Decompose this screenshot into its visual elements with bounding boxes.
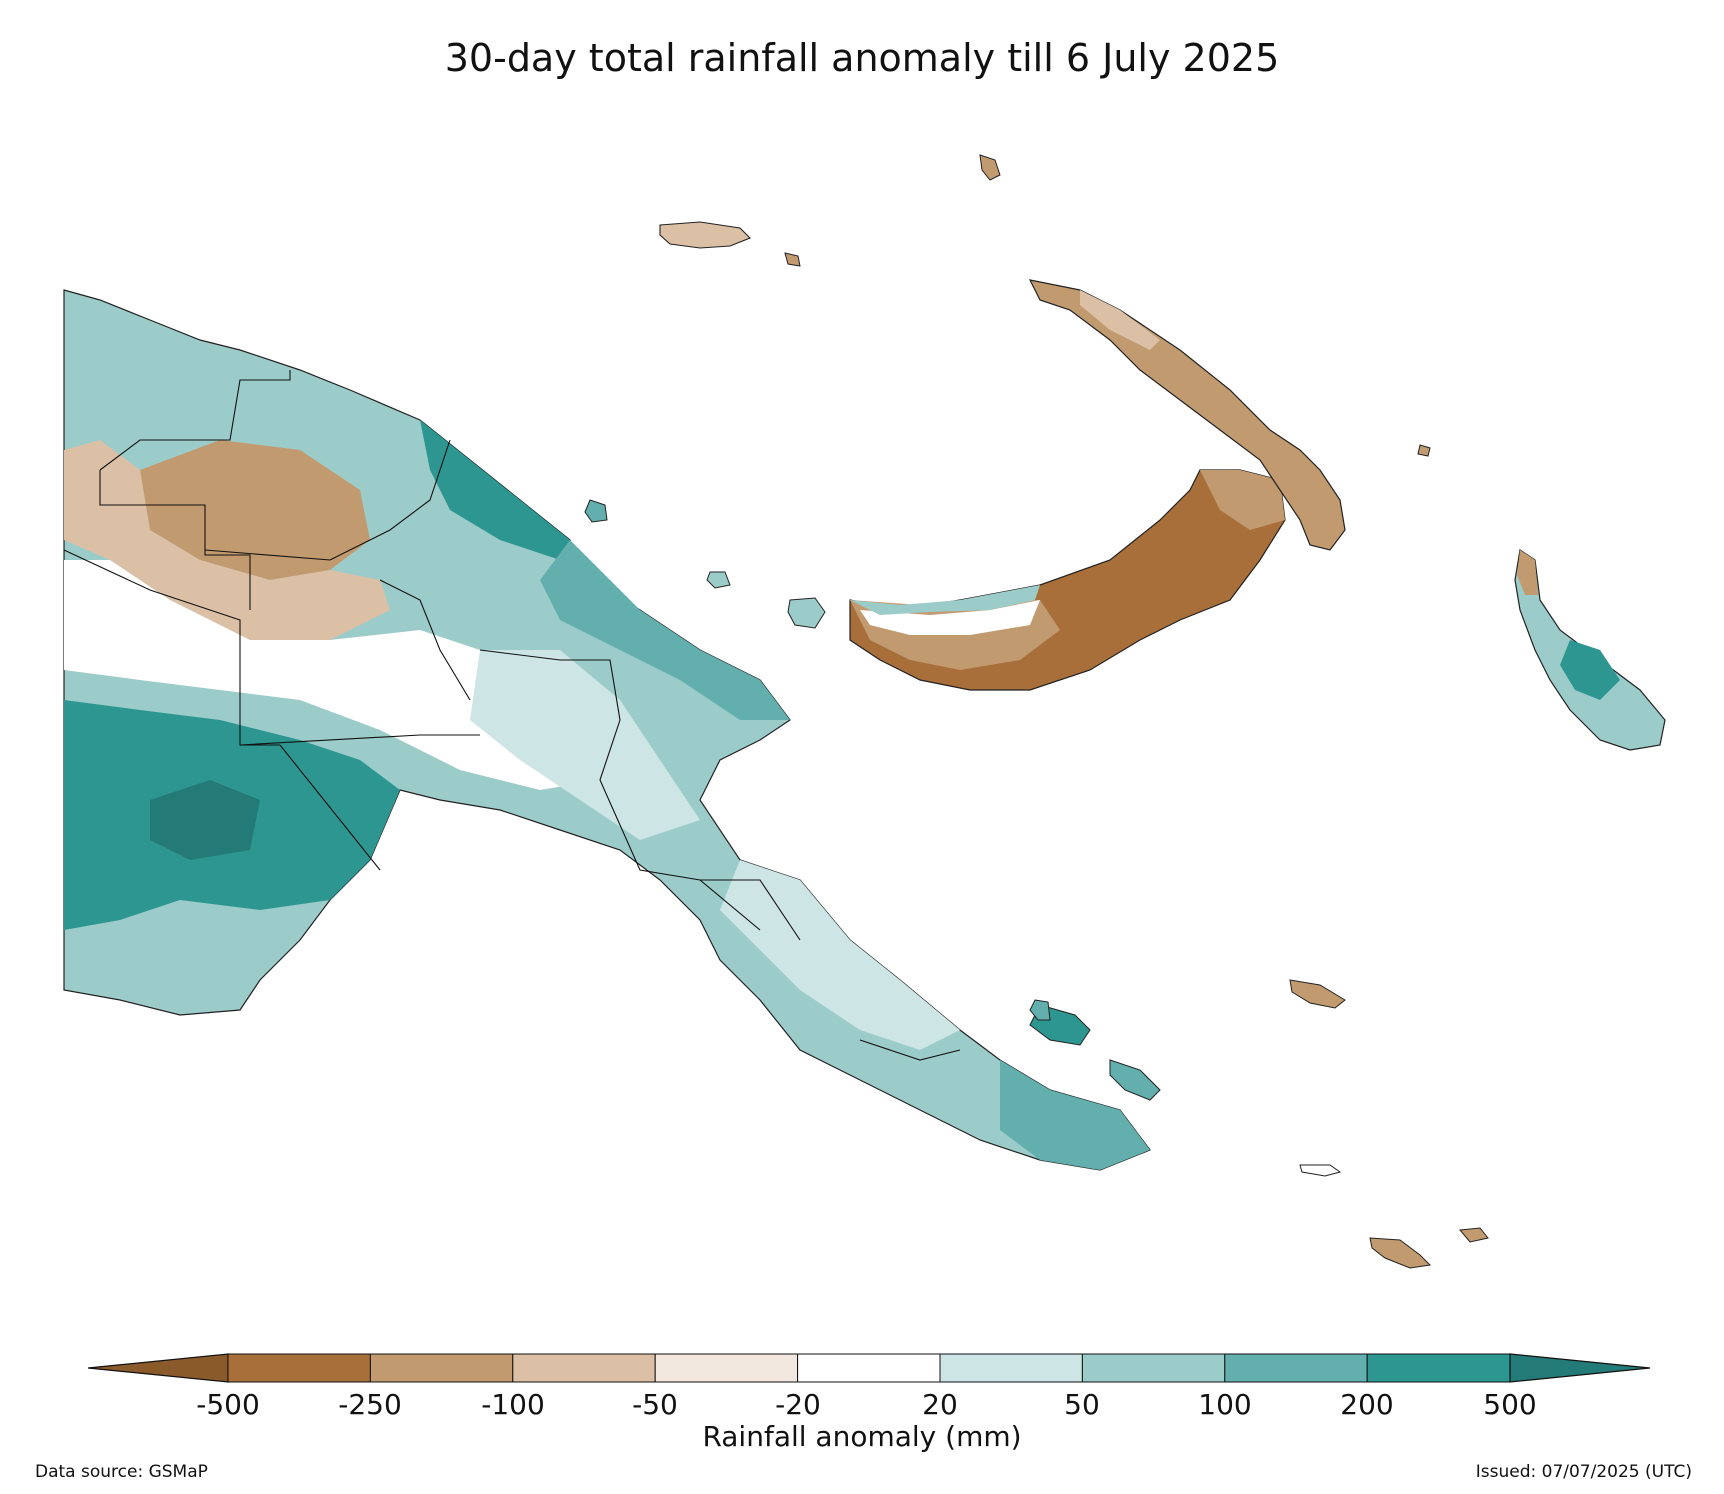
colorbar-tick-label: 200	[1340, 1388, 1394, 1421]
highland-dry-region	[140, 440, 370, 580]
colorbar-bin-7	[1081, 1353, 1226, 1383]
colorbar-bin-5	[797, 1353, 941, 1383]
highland-dry-surround	[64, 440, 390, 640]
colorbar-bin-4	[654, 1353, 799, 1383]
colorbar-tick-label: -50	[632, 1388, 678, 1421]
colorbar-bin-3	[512, 1353, 656, 1383]
colorbar-bin-9	[1366, 1353, 1511, 1383]
new-ireland-slight-dry	[1080, 290, 1160, 350]
colorbar	[87, 1353, 1651, 1383]
colorbar-tick-label: 20	[922, 1388, 958, 1421]
karkar-island	[584, 499, 608, 523]
goodenough-island	[1029, 999, 1051, 1021]
bougainville-dry-north	[1517, 550, 1538, 595]
colorbar-tick-label: -500	[196, 1388, 260, 1421]
colorbar-tick-label: -250	[338, 1388, 402, 1421]
manus-island	[659, 221, 751, 249]
issued-date-note: Issued: 07/07/2025 (UTC)	[1475, 1462, 1692, 1482]
misima-island	[1369, 1237, 1432, 1269]
small-north-island-2	[784, 252, 801, 267]
peninsula-slightly-wet	[720, 860, 960, 1050]
bougainville-wet-core	[1560, 640, 1620, 700]
colorbar-tick-label: -100	[481, 1388, 545, 1421]
woodlark-island	[1299, 1164, 1342, 1177]
peninsula-wet-tip	[1000, 1060, 1150, 1170]
small-north-island-3	[1417, 444, 1431, 457]
new-britain-wet-west	[850, 585, 1040, 615]
colorbar-tick-label: 100	[1198, 1388, 1252, 1421]
colorbar-extend-low	[87, 1353, 229, 1383]
rossel-island	[1459, 1227, 1489, 1243]
normanby-island	[1109, 1059, 1161, 1101]
colorbar-tick-label: -20	[775, 1388, 821, 1421]
south-west-very-wet-core	[150, 780, 260, 860]
new-britain-north-dry	[1200, 470, 1285, 530]
colorbar-tick-label: 50	[1064, 1388, 1100, 1421]
north-east-wet-region	[540, 540, 790, 720]
colorbar-bin-6	[939, 1353, 1083, 1383]
colorbar-tick-label: 500	[1483, 1388, 1537, 1421]
central-slightly-wet-band	[470, 650, 700, 840]
trobriand-island	[1289, 979, 1346, 1009]
colorbar-bin-1	[227, 1353, 371, 1383]
small-north-island-1	[979, 154, 1001, 181]
data-source-note: Data source: GSMaP	[35, 1462, 208, 1482]
colorbar-extend-high	[1509, 1353, 1651, 1383]
central-normal-region	[64, 560, 620, 790]
colorbar-bin-8	[1224, 1353, 1368, 1383]
map-title: 30-day total rainfall anomaly till 6 Jul…	[444, 36, 1280, 80]
north-coast-wet-region	[420, 420, 570, 560]
new-britain-normal-band	[860, 600, 1040, 635]
new-ireland-island	[1028, 279, 1346, 551]
bougainville-island	[1514, 548, 1666, 751]
colorbar-bin-2	[369, 1353, 514, 1383]
umboi-island	[787, 597, 826, 629]
colorbar-label: Rainfall anomaly (mm)	[702, 1420, 1022, 1453]
long-island	[706, 571, 731, 589]
province-boundaries	[63, 370, 961, 1061]
